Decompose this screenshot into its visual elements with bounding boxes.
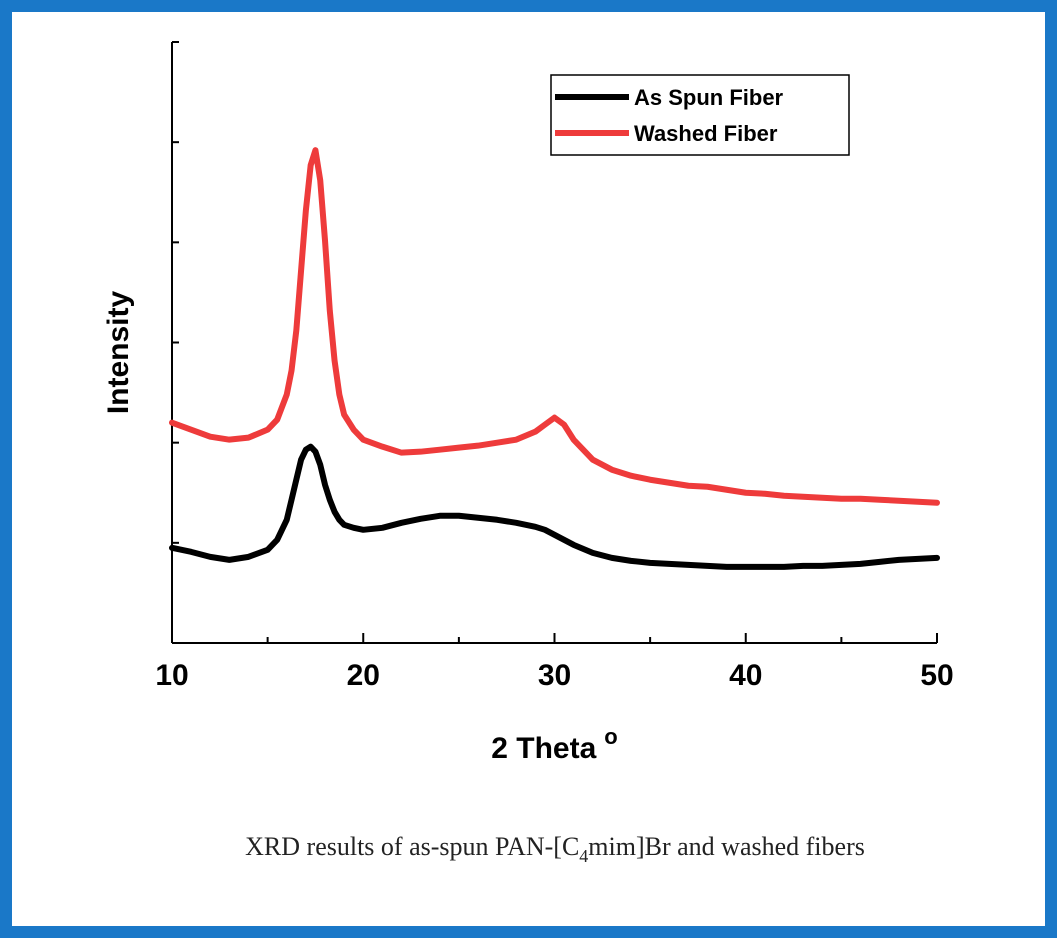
x-axis-title-superscript: o: [604, 724, 617, 749]
x-tick-label: 20: [347, 659, 380, 692]
caption-subscript: 4: [579, 846, 588, 866]
x-tick-label: 30: [538, 659, 571, 692]
y-axis-title: Intensity: [102, 291, 135, 415]
caption-text: mim]Br and washed fibers: [588, 832, 865, 861]
x-tick-label: 40: [729, 659, 762, 692]
x-tick-label: 50: [920, 659, 953, 692]
data-line: [169, 147, 940, 506]
data-line: [169, 443, 940, 570]
caption: XRD results of as-spun PAN-[C4mim]Br and…: [245, 832, 865, 866]
caption-text: XRD results of as-spun PAN-[C: [245, 832, 579, 861]
x-axis-title: 2 Theta o: [491, 724, 617, 765]
x-axis-title-text: 2 Theta: [491, 732, 596, 765]
x-tick-label: 10: [155, 659, 188, 692]
legend-label: Washed Fiber: [634, 121, 778, 146]
legend-label: As Spun Fiber: [634, 85, 784, 110]
legend-box: [550, 74, 850, 156]
